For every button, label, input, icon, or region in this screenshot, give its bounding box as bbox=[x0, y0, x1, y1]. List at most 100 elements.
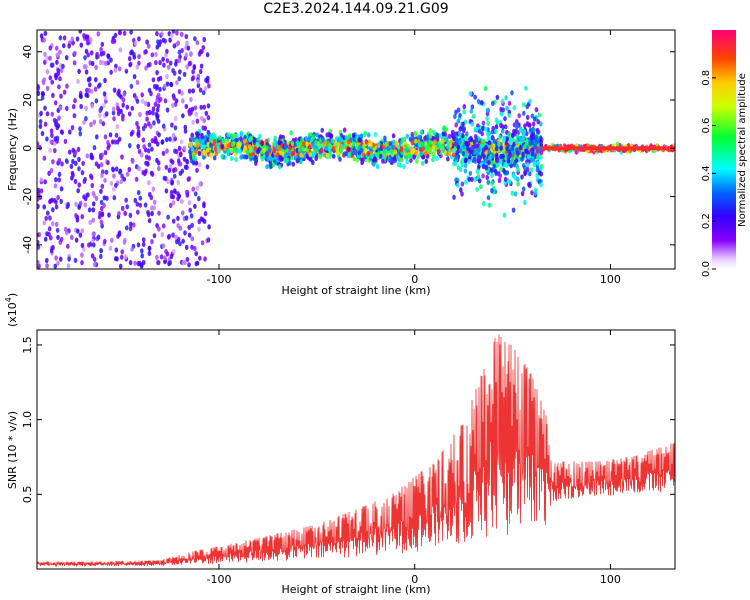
spectrogram-cell bbox=[272, 148, 277, 154]
spectrogram-cell bbox=[113, 32, 118, 38]
spectrogram-cell bbox=[201, 125, 205, 131]
spectrogram-cell bbox=[278, 145, 282, 152]
spectrogram-cell bbox=[470, 176, 474, 182]
spectrogram-cell bbox=[83, 196, 88, 202]
spectrogram-cell bbox=[480, 100, 484, 106]
spectrogram-cell bbox=[167, 167, 172, 173]
spectrogram-cell bbox=[125, 104, 130, 110]
spectrogram-cell bbox=[197, 226, 201, 232]
x-tick-label: 100 bbox=[600, 573, 621, 586]
spectrogram-cell bbox=[511, 150, 516, 156]
spectrogram-cell bbox=[307, 144, 312, 150]
spectrogram-cell bbox=[521, 102, 526, 108]
spectrogram-cell bbox=[165, 137, 169, 143]
spectrogram-cell bbox=[411, 148, 415, 154]
spectrogram-cell bbox=[526, 162, 530, 168]
spectrogram-cell bbox=[110, 237, 114, 243]
spectrogram-cell bbox=[528, 98, 532, 104]
spectrogram-cell bbox=[129, 30, 133, 35]
spectrogram-cell bbox=[191, 88, 195, 94]
spectrogram-cell bbox=[119, 94, 123, 100]
y-tick-label: 20 bbox=[21, 93, 34, 107]
spectrogram-cell bbox=[501, 138, 506, 144]
spectrogram-cell bbox=[57, 177, 61, 183]
spectrogram-frame bbox=[36, 29, 676, 270]
spectrogram-cell bbox=[505, 170, 510, 176]
spectrogram-cell bbox=[149, 194, 154, 201]
spectrogram-cell bbox=[111, 167, 116, 173]
spectrogram-cell bbox=[84, 34, 89, 40]
spectrogram-cell bbox=[501, 167, 506, 173]
spectrogram-cell bbox=[38, 145, 42, 151]
spectrogram-cell bbox=[511, 207, 516, 213]
spectrogram-cell bbox=[507, 100, 512, 106]
spectrogram-cell bbox=[79, 42, 84, 48]
spectrogram-cell bbox=[199, 104, 203, 110]
spectrogram-cell bbox=[171, 218, 176, 224]
spectrogram-cell bbox=[191, 119, 195, 125]
spectrogram-cell bbox=[92, 261, 97, 268]
spectrogram-cell bbox=[394, 141, 399, 147]
spectrogram-cell bbox=[92, 145, 97, 151]
spectrogram-cell bbox=[415, 158, 419, 164]
spectrogram-cell bbox=[391, 144, 395, 150]
spectrogram-cell bbox=[530, 190, 534, 196]
spectrogram-cell bbox=[381, 144, 386, 150]
spectrogram-cell bbox=[142, 144, 146, 150]
spectrogram-cell bbox=[174, 61, 178, 67]
spectrogram-cell bbox=[86, 77, 91, 83]
x-axis-label: Height of straight line (km) bbox=[281, 284, 430, 297]
spectrogram-plot: -100 0 100 -40 -20 0 20 40 Height of straight li… bbox=[6, 29, 676, 297]
spectrogram-cell bbox=[375, 163, 380, 170]
spectrogram-cell bbox=[446, 156, 450, 162]
spectrogram-cell bbox=[81, 160, 85, 166]
spectrogram-cell bbox=[171, 167, 176, 173]
x-tick-label: 100 bbox=[600, 273, 621, 286]
spectrogram-cell bbox=[74, 213, 78, 219]
spectrogram-cell bbox=[235, 148, 240, 154]
spectrogram-cell bbox=[459, 125, 463, 131]
spectrogram-cell bbox=[171, 132, 176, 138]
spectrogram-cell bbox=[100, 152, 104, 158]
spectrogram-cell bbox=[182, 145, 187, 151]
spectrogram-cell bbox=[91, 231, 96, 237]
spectrogram-cell bbox=[156, 92, 161, 98]
y-tick-label: -20 bbox=[21, 188, 34, 206]
spectrogram-cell bbox=[95, 54, 99, 60]
spectrogram-cell bbox=[409, 157, 413, 163]
spectrogram-cell bbox=[118, 263, 123, 269]
spectrogram-cell bbox=[447, 133, 452, 139]
spectrogram-cell bbox=[58, 105, 63, 111]
spectrogram-cell bbox=[490, 188, 494, 194]
spectrogram-cell bbox=[229, 155, 234, 162]
spectrogram-cell bbox=[504, 140, 509, 146]
spectrogram-cell bbox=[454, 109, 458, 115]
spectrogram-cell bbox=[464, 157, 468, 164]
spectrogram-cell bbox=[189, 213, 194, 219]
x-axis-label: Height of straight line (km) bbox=[281, 583, 430, 596]
spectrogram-cell bbox=[472, 156, 477, 162]
spectrogram-cell bbox=[49, 167, 54, 174]
spectrogram-cell bbox=[166, 179, 170, 185]
spectrogram-cell bbox=[150, 239, 154, 245]
spectrogram-cell bbox=[201, 90, 206, 96]
spectrogram-cell bbox=[165, 148, 169, 154]
spectrogram-cell bbox=[226, 132, 231, 138]
spectrogram-cell bbox=[188, 107, 192, 113]
spectrogram-cell bbox=[114, 182, 118, 188]
spectrogram-cell bbox=[48, 45, 53, 51]
spectrogram-cell bbox=[492, 163, 497, 169]
spectrogram-cell bbox=[266, 156, 270, 162]
x-tick-label: 0 bbox=[411, 573, 418, 586]
spectrogram-cell bbox=[78, 131, 83, 137]
spectrogram-cell bbox=[48, 75, 53, 81]
spectrogram-cell bbox=[194, 160, 199, 166]
spectrogram-cell bbox=[146, 101, 151, 107]
spectrogram-cell bbox=[474, 126, 478, 132]
spectrogram-cell bbox=[295, 140, 300, 146]
spectrogram-cell bbox=[456, 118, 461, 124]
spectrogram-cell bbox=[121, 97, 126, 103]
spectrogram-cell bbox=[364, 139, 369, 145]
spectrogram-cell bbox=[178, 241, 182, 247]
spectrogram-cell bbox=[137, 60, 141, 66]
